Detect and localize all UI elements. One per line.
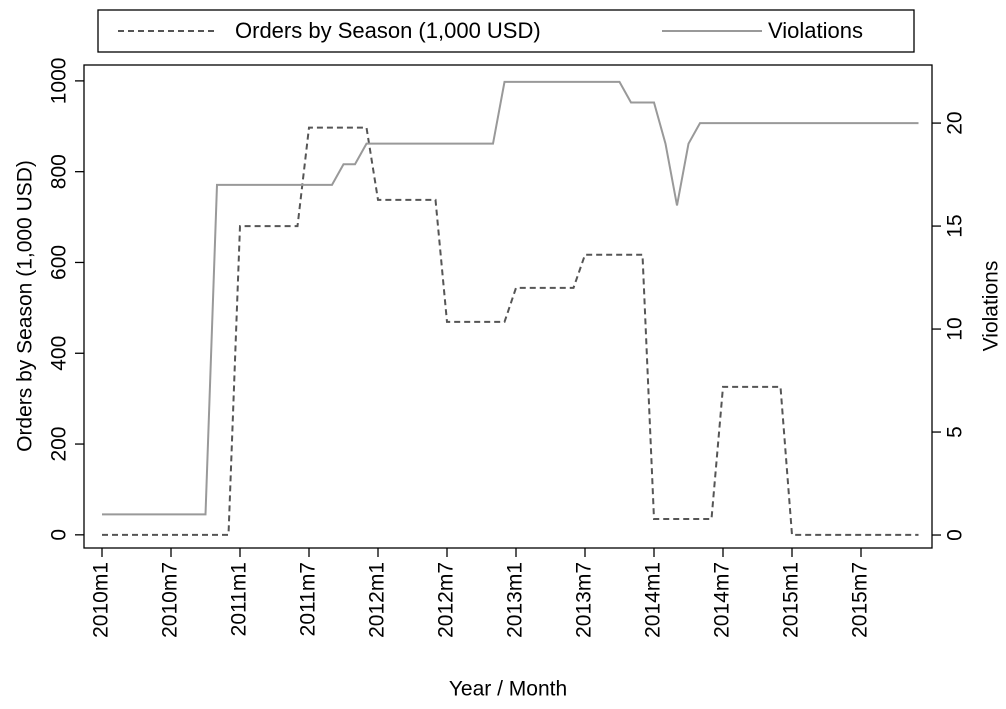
x-axis-title: Year / Month bbox=[449, 678, 567, 701]
x-tick-label: 2012m1 bbox=[366, 562, 389, 638]
x-tick-label: 2015m1 bbox=[780, 562, 803, 638]
x-tick-label: 2012m7 bbox=[435, 562, 458, 638]
y2-tick-label: 0 bbox=[944, 529, 967, 541]
x-tick-label: 2014m1 bbox=[642, 562, 665, 638]
x-tick-label: 2011m7 bbox=[297, 562, 320, 636]
y2-tick-label: 20 bbox=[944, 111, 967, 134]
y-axis-title: Orders by Season (1,000 USD) bbox=[14, 160, 37, 452]
x-tick-label: 2010m1 bbox=[90, 562, 113, 638]
y-tick-label: 400 bbox=[48, 336, 71, 371]
legend-label: Orders by Season (1,000 USD) bbox=[235, 18, 541, 43]
y-tick-label: 1000 bbox=[48, 58, 71, 105]
y2-tick-label: 5 bbox=[944, 426, 967, 438]
legend-label: Violations bbox=[768, 18, 863, 43]
y2-axis-title: Violations bbox=[980, 261, 1003, 352]
y-tick-label: 200 bbox=[48, 427, 71, 462]
y-tick-label: 0 bbox=[48, 529, 71, 541]
series-line bbox=[102, 126, 919, 536]
x-tick-label: 2015m7 bbox=[849, 562, 872, 638]
y2-tick-label: 15 bbox=[944, 214, 967, 237]
series-line bbox=[102, 80, 919, 516]
legend-box bbox=[97, 9, 915, 53]
y-tick-label: 600 bbox=[48, 245, 71, 280]
x-tick-label: 2013m7 bbox=[573, 562, 596, 638]
y2-tick-label: 10 bbox=[944, 317, 967, 340]
y-tick-label: 800 bbox=[48, 154, 71, 189]
x-tick-label: 2010m7 bbox=[159, 562, 182, 638]
x-tick-label: 2013m1 bbox=[504, 562, 527, 638]
plot-frame bbox=[83, 64, 933, 549]
x-tick-label: 2014m7 bbox=[711, 562, 734, 638]
x-tick-label: 2011m1 bbox=[228, 562, 251, 636]
